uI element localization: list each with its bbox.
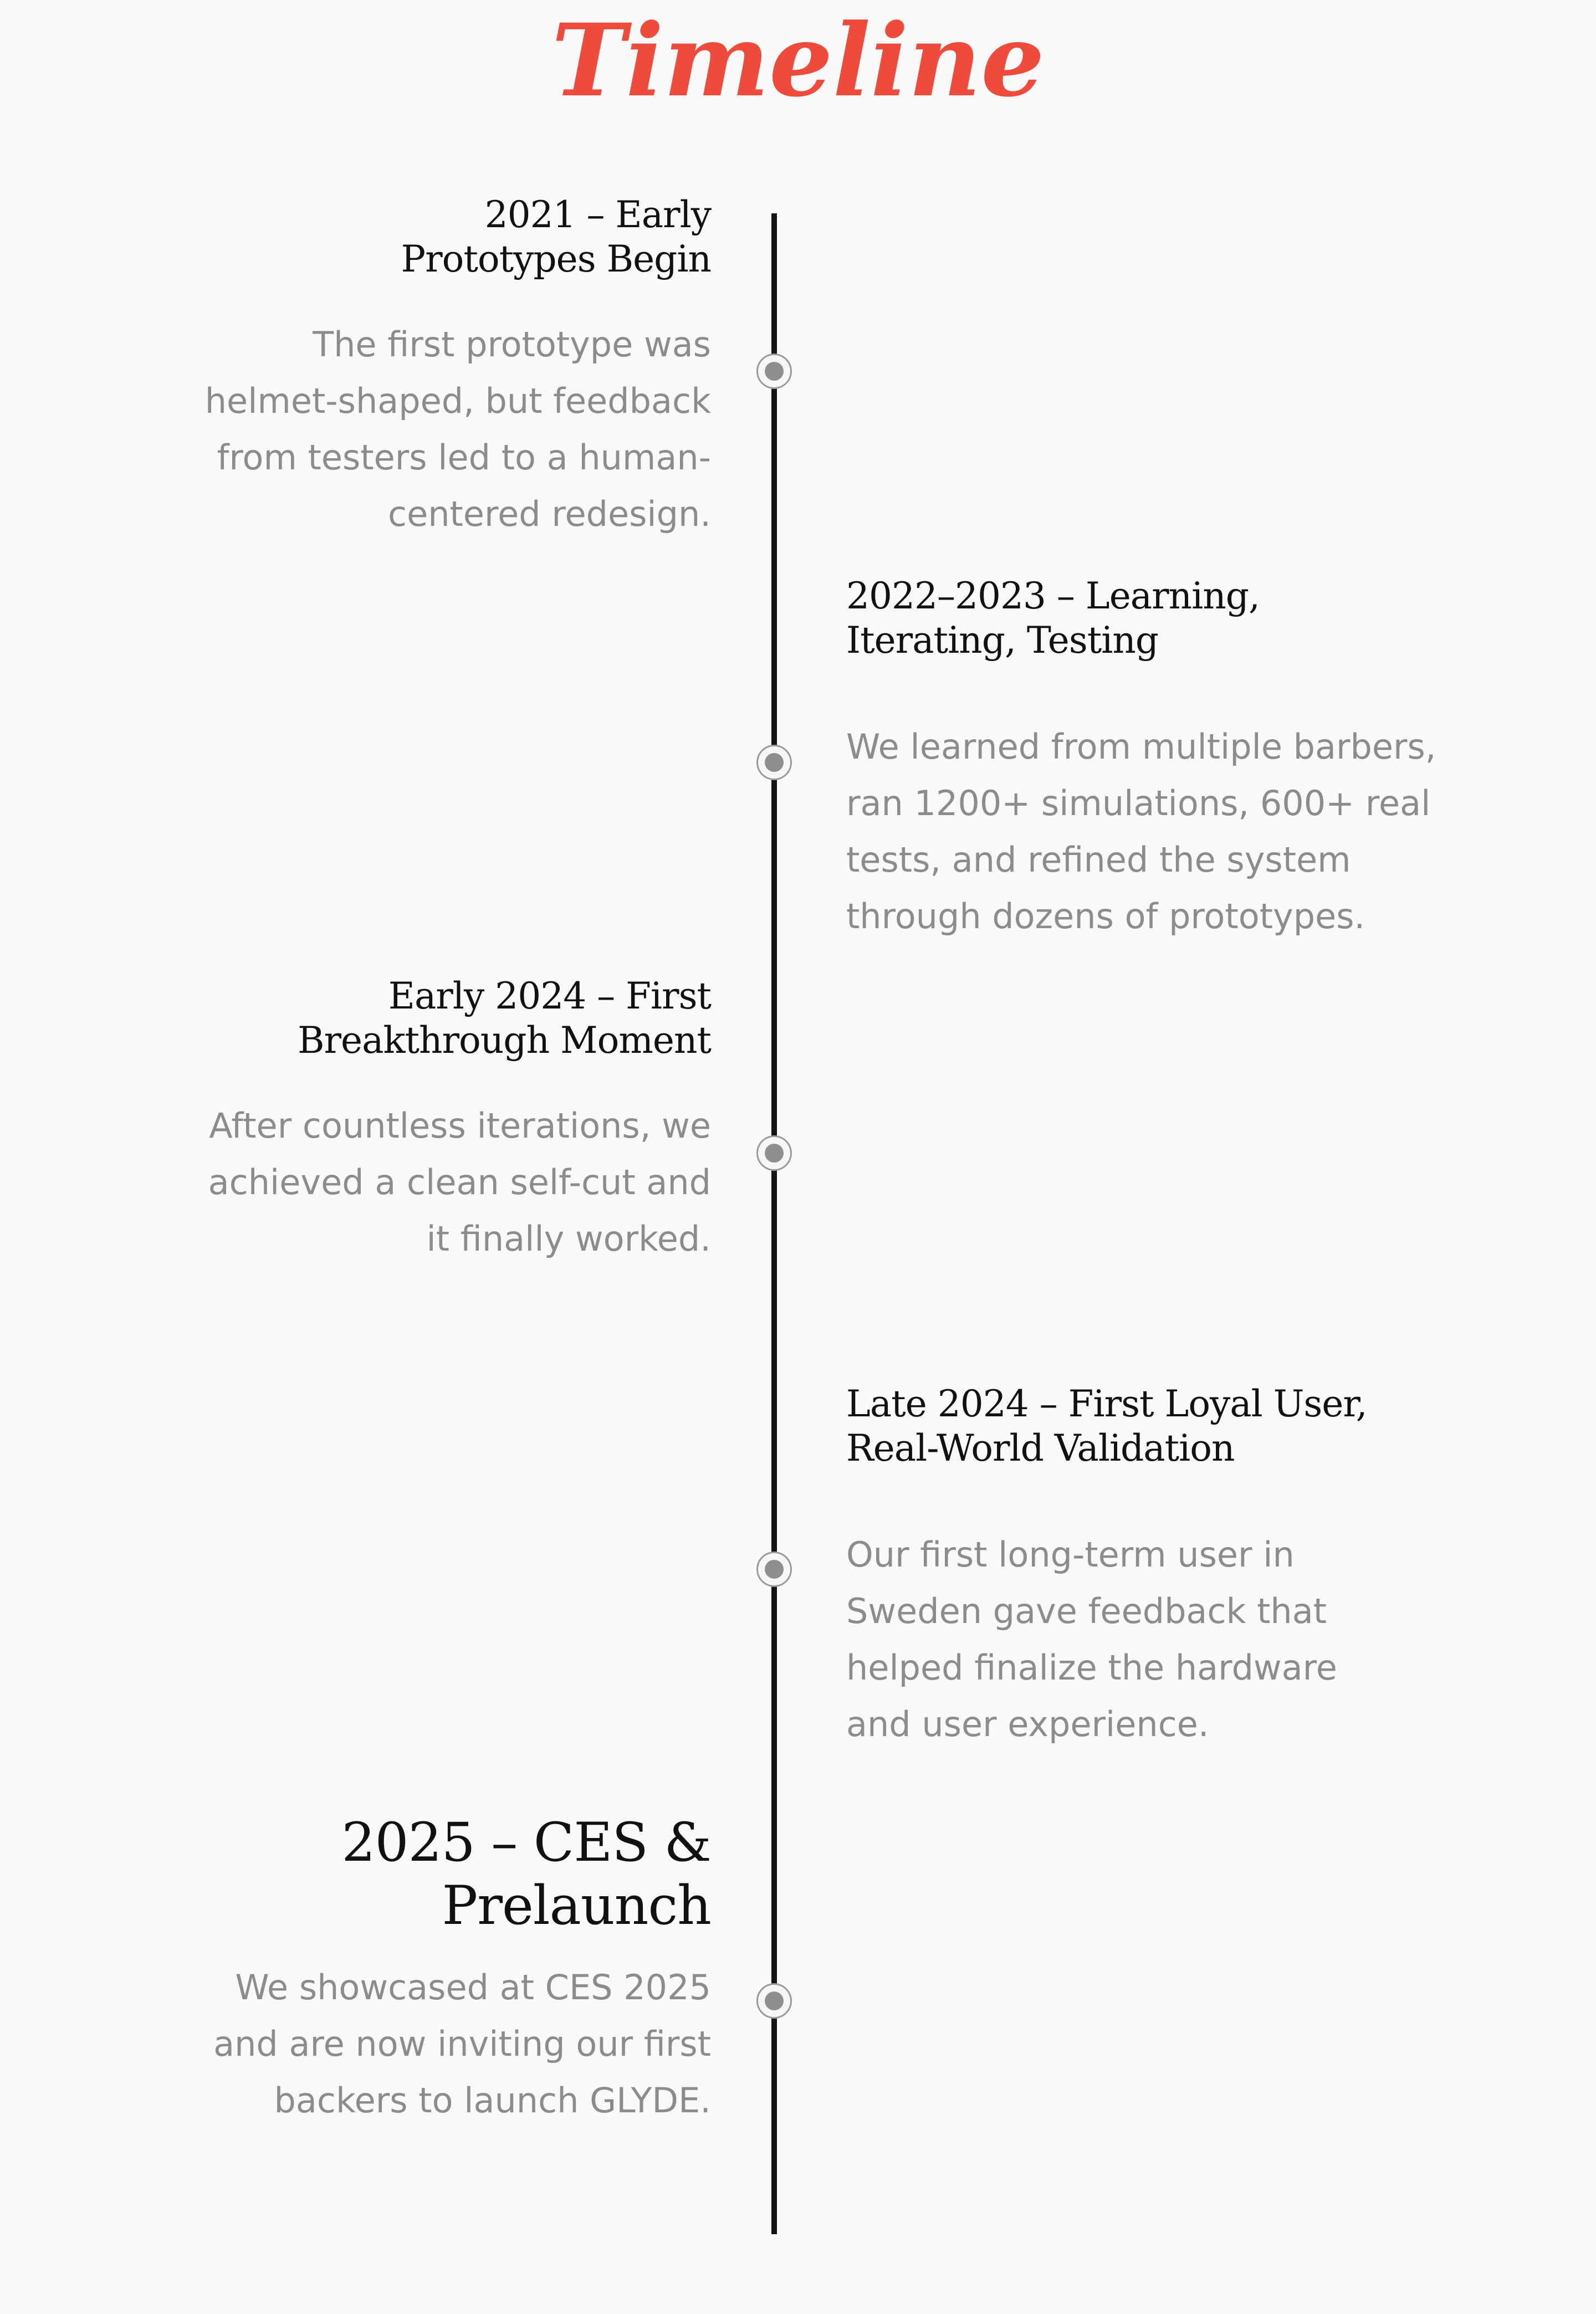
timeline-dot [756,1983,792,2019]
entry-title-line: Prototypes Begin [401,238,712,280]
timeline-dot [756,1135,792,1171]
entry-description-line: backers to launch GLYDE. [274,2080,711,2121]
entry-description-line: tests, and refined the system [846,839,1351,880]
entry-description-line: We learned from multiple barbers, [846,726,1436,767]
timeline-entry-late-2024: Late 2024 – First Loyal User, Real-World… [846,1382,1368,1753]
entry-description-line: helmet-shaped, but feedback [204,381,711,421]
page-title: Timeline [551,2,1045,119]
entry-title-line: 2025 – CES & [341,1811,712,1873]
entry-title: 2022–2023 – Learning, Iterating, Testing [846,574,1436,663]
entry-title-line: Early 2024 – First [388,975,712,1017]
entry-description-line: Sweden gave feedback that [846,1591,1327,1631]
entry-description-line: it finally worked. [426,1219,711,1259]
entry-description: The first prototype was helmet-shaped, b… [205,316,711,542]
entry-title-line: Breakthrough Moment [298,1019,712,1062]
entry-description-line: and are now inviting our first [213,2024,711,2064]
entry-title-line: Prelaunch [442,1875,712,1937]
timeline-entry-2022-2023: 2022–2023 – Learning, Iterating, Testing… [846,574,1436,945]
timeline-dot [756,1552,792,1587]
entry-title-line: Late 2024 – First Loyal User, [846,1383,1368,1425]
entry-description-line: from testers led to a human- [217,437,711,478]
entry-description-line: After countless iterations, we [209,1105,711,1146]
entry-title-line: 2022–2023 – Learning, [846,575,1260,617]
entry-description-line: We showcased at CES 2025 [235,1967,711,2008]
entry-description-line: through dozens of prototypes. [846,896,1365,936]
entry-description-line: achieved a clean self-cut and [208,1162,711,1202]
entry-title-line: Iterating, Testing [846,619,1159,662]
entry-title: Late 2024 – First Loyal User, Real-World… [846,1382,1368,1471]
entry-title: 2025 – CES & Prelaunch [213,1811,712,1937]
entry-description-line: The first prototype was [313,324,711,365]
entry-title: 2021 – Early Prototypes Begin [205,193,712,281]
entry-title-line: 2021 – Early [484,193,712,236]
timeline-entry-2025: 2025 – CES & Prelaunch We showcased at C… [213,1811,712,2129]
timeline-dot [756,354,792,389]
timeline-entry-2021: 2021 – Early Prototypes Begin The first … [205,193,712,542]
entry-description-line: Our first long-term user in [846,1534,1295,1575]
entry-description-line: and user experience. [846,1704,1209,1744]
entry-description: After countless iterations, we achieved … [208,1098,711,1267]
timeline-line [771,213,777,2234]
entry-description: Our first long-term user in Sweden gave … [846,1527,1367,1753]
entry-title: Early 2024 – First Breakthrough Moment [208,974,712,1063]
entry-description: We showcased at CES 2025 and are now inv… [213,1959,711,2129]
entry-description: We learned from multiple barbers, ran 12… [846,719,1436,945]
entry-description-line: ran 1200+ simulations, 600+ real [846,783,1431,823]
timeline-dot [756,745,792,780]
entry-description-line: helped finalize the hardware [846,1647,1337,1688]
timeline-entry-early-2024: Early 2024 – First Breakthrough Moment A… [208,974,712,1267]
entry-description-line: centered redesign. [388,494,711,534]
entry-title-line: Real-World Validation [846,1427,1235,1470]
